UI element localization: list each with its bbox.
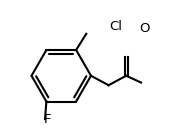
- Text: F: F: [43, 113, 51, 126]
- Text: Cl: Cl: [109, 20, 122, 33]
- Text: O: O: [139, 22, 150, 35]
